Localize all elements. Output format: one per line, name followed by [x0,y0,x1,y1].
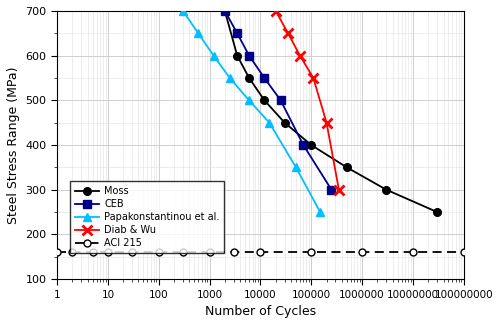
Moss [282,121,288,124]
Moss [308,143,314,147]
Moss [384,188,390,192]
CEB [278,98,283,102]
Papakonstantinou et al. [210,54,216,58]
Papakonstantinou et al. [196,31,202,35]
Moss [262,98,268,102]
Moss [246,76,252,80]
Line: CEB: CEB [221,7,336,193]
Papakonstantinou et al. [227,76,233,80]
ACI 215 [90,250,96,254]
CEB [222,9,228,13]
ACI 215 [70,250,75,254]
Line: ACI 215: ACI 215 [54,249,467,256]
ACI 215 [54,250,60,254]
ACI 215 [156,250,162,254]
ACI 215 [206,250,212,254]
Line: Moss: Moss [221,7,441,216]
Diab & Wu [336,188,342,192]
ACI 215 [180,250,186,254]
Papakonstantinou et al. [180,9,186,13]
CEB [300,143,306,147]
ACI 215 [410,250,416,254]
ACI 215 [258,250,264,254]
Papakonstantinou et al. [317,210,323,214]
Moss [222,9,228,13]
Papakonstantinou et al. [266,121,272,124]
ACI 215 [129,250,135,254]
Line: Diab & Wu: Diab & Wu [271,6,344,195]
CEB [262,76,268,80]
ACI 215 [359,250,365,254]
Diab & Wu [272,9,278,13]
Line: Papakonstantinou et al.: Papakonstantinou et al. [179,7,324,216]
Diab & Wu [285,31,291,35]
Y-axis label: Steel Stress Range (MPa): Steel Stress Range (MPa) [7,66,20,224]
Diab & Wu [324,121,330,124]
Legend: Moss, CEB, Papakonstantinou et al., Diab & Wu, ACI 215: Moss, CEB, Papakonstantinou et al., Diab… [70,181,224,253]
Papakonstantinou et al. [246,98,252,102]
Diab & Wu [297,54,303,58]
CEB [328,188,334,192]
ACI 215 [105,250,111,254]
Moss [344,165,350,169]
Moss [434,210,440,214]
Diab & Wu [310,76,316,80]
ACI 215 [231,250,237,254]
ACI 215 [308,250,314,254]
Papakonstantinou et al. [293,165,299,169]
CEB [246,54,252,58]
CEB [234,31,240,35]
Moss [234,54,240,58]
ACI 215 [460,250,466,254]
X-axis label: Number of Cycles: Number of Cycles [205,305,316,318]
